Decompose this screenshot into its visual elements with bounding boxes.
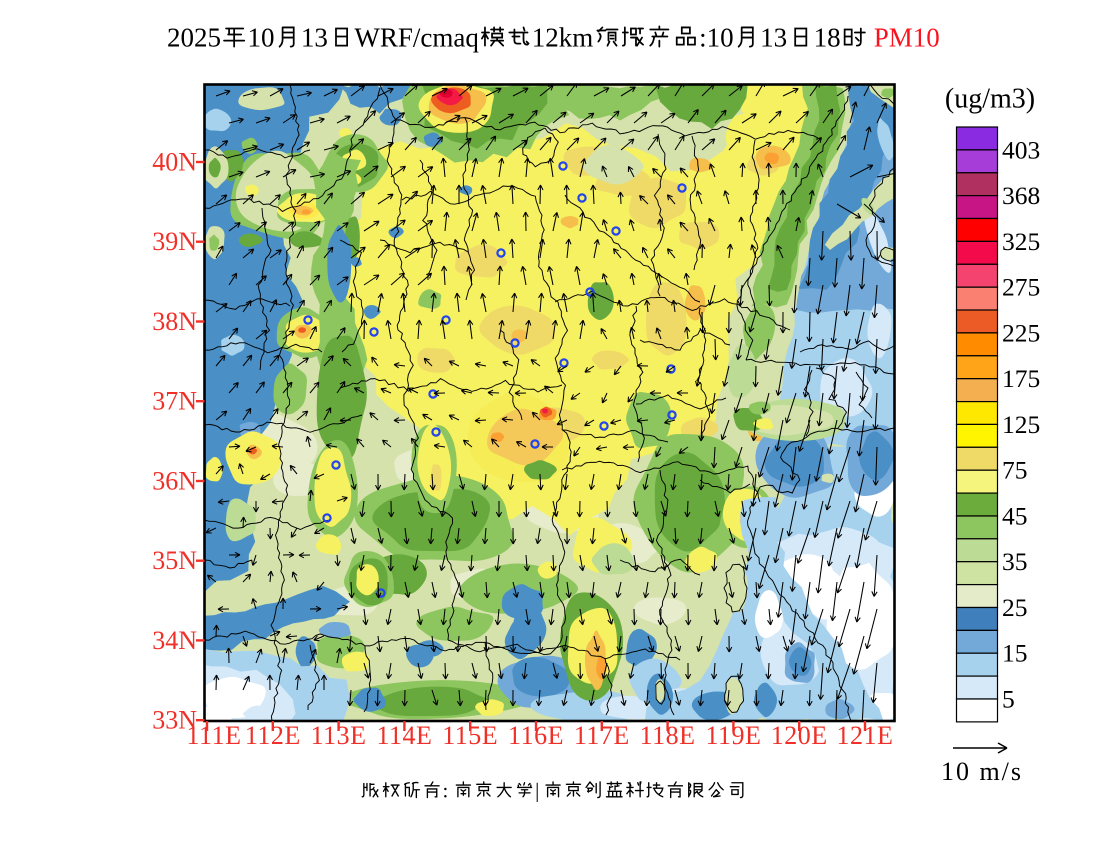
svg-text:38N: 38N	[152, 307, 197, 336]
svg-text:35N: 35N	[152, 546, 197, 575]
svg-text:12km: 12km	[532, 23, 594, 53]
svg-text:121E: 121E	[837, 721, 894, 750]
svg-text:225: 225	[1002, 318, 1040, 347]
svg-text:119E: 119E	[705, 721, 761, 750]
svg-text:275: 275	[1002, 273, 1040, 302]
svg-text:118E: 118E	[640, 721, 696, 750]
svg-text:39N: 39N	[152, 227, 197, 256]
svg-text:18: 18	[814, 23, 841, 53]
svg-text:368: 368	[1002, 181, 1040, 210]
svg-text:125: 125	[1002, 410, 1040, 439]
svg-text::: :	[699, 23, 707, 53]
svg-text:25: 25	[1002, 593, 1028, 622]
svg-text:175: 175	[1002, 364, 1040, 393]
svg-text:45: 45	[1002, 502, 1028, 531]
svg-text:13: 13	[301, 23, 328, 53]
svg-text:115E: 115E	[442, 721, 498, 750]
svg-text:113E: 113E	[311, 721, 367, 750]
svg-text:37N: 37N	[152, 387, 197, 416]
svg-text:40N: 40N	[152, 148, 197, 177]
svg-text:13: 13	[760, 23, 787, 53]
svg-text:2025: 2025	[167, 23, 221, 53]
svg-text:34N: 34N	[152, 626, 197, 655]
svg-text:117E: 117E	[574, 721, 630, 750]
svg-text:WRF/cmaq: WRF/cmaq	[354, 23, 479, 53]
svg-text:PM10: PM10	[874, 23, 940, 53]
svg-text:15: 15	[1002, 639, 1028, 668]
svg-text:116E: 116E	[508, 721, 564, 750]
svg-text::: :	[443, 780, 454, 803]
svg-text:10 m/s: 10 m/s	[941, 757, 1023, 786]
svg-text:111E: 111E	[187, 721, 242, 750]
svg-text:36N: 36N	[152, 467, 197, 496]
svg-text:35: 35	[1002, 547, 1028, 576]
svg-text:325: 325	[1002, 227, 1040, 256]
svg-text:|: |	[535, 780, 539, 803]
svg-text:33N: 33N	[152, 706, 197, 735]
svg-text:75: 75	[1002, 456, 1028, 485]
svg-text:5: 5	[1002, 685, 1015, 714]
svg-text:(ug/m3): (ug/m3)	[945, 84, 1035, 115]
svg-text:120E: 120E	[771, 721, 828, 750]
svg-text:114E: 114E	[376, 721, 432, 750]
svg-text:403: 403	[1002, 135, 1040, 164]
svg-text:112E: 112E	[245, 721, 301, 750]
svg-text:10: 10	[707, 23, 734, 53]
svg-text:10: 10	[248, 23, 275, 53]
